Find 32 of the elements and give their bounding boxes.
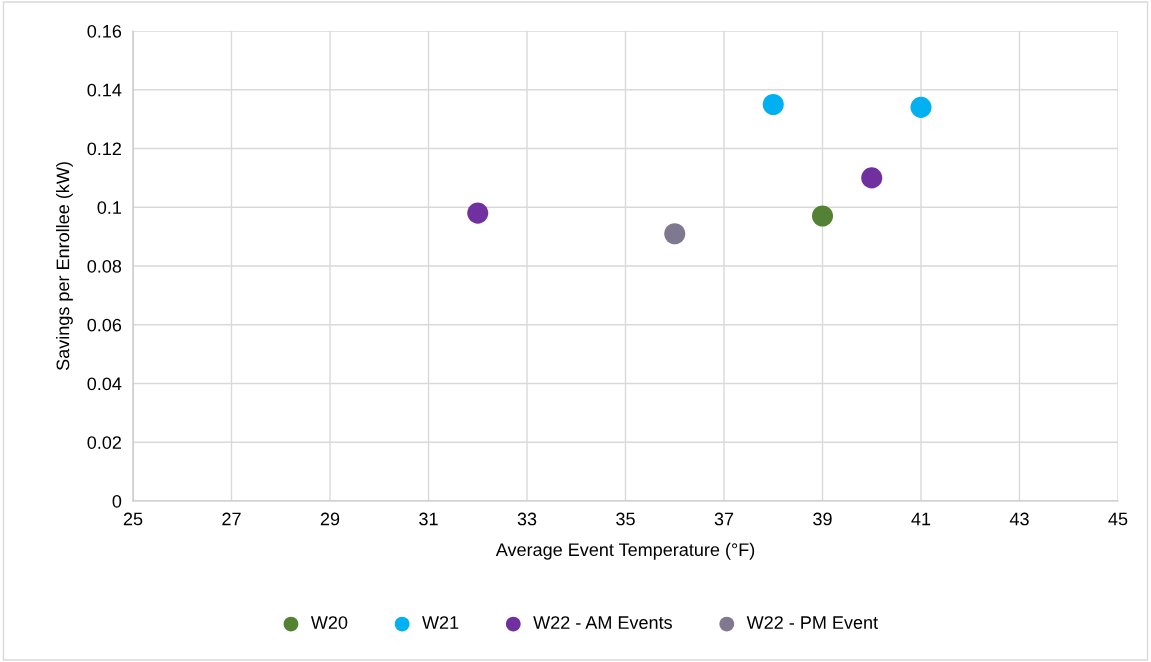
- x-axis-title: Average Event Temperature (°F): [495, 542, 755, 560]
- point: [811, 205, 834, 227]
- point: [762, 93, 784, 115]
- legend-label: W20: [310, 616, 348, 629]
- y-tick-label: 0.12: [87, 142, 121, 156]
- x-tick-label: 31: [419, 512, 438, 526]
- y-tick-label: 0.14: [87, 83, 122, 97]
- y-tick-label: 0.16: [87, 24, 122, 38]
- y-axis-title: Savings per Enrollee (kW): [56, 162, 73, 371]
- y-tick-label: 0: [112, 494, 122, 508]
- y-tick-label: 0.02: [87, 436, 121, 449]
- point: [861, 167, 883, 189]
- x-tick-label: 25: [123, 512, 143, 526]
- point: [467, 202, 489, 224]
- legend-label: W22 - AM Events: [533, 616, 672, 629]
- x-tick-label: 41: [911, 512, 931, 526]
- x-tick-label: 29: [320, 512, 340, 526]
- legend-label: W21: [422, 616, 459, 629]
- y-tick-label: 0.06: [87, 318, 122, 332]
- y-tick-label: 0.08: [87, 259, 122, 273]
- point: [910, 96, 932, 118]
- x-tick-label: 33: [517, 512, 537, 526]
- y-tick-label: 0.1: [97, 201, 122, 214]
- legend-label: W22 - PM Event: [746, 616, 878, 629]
- x-tick-label: 35: [616, 512, 635, 526]
- x-tick-label: 43: [1009, 512, 1029, 526]
- x-tick-label: 27: [222, 512, 241, 526]
- point: [664, 223, 686, 245]
- x-tick-label: 45: [1108, 512, 1128, 526]
- y-tick-label: 0.04: [87, 377, 122, 391]
- x-tick-label: 37: [714, 512, 734, 526]
- x-tick-label: 39: [813, 512, 832, 526]
